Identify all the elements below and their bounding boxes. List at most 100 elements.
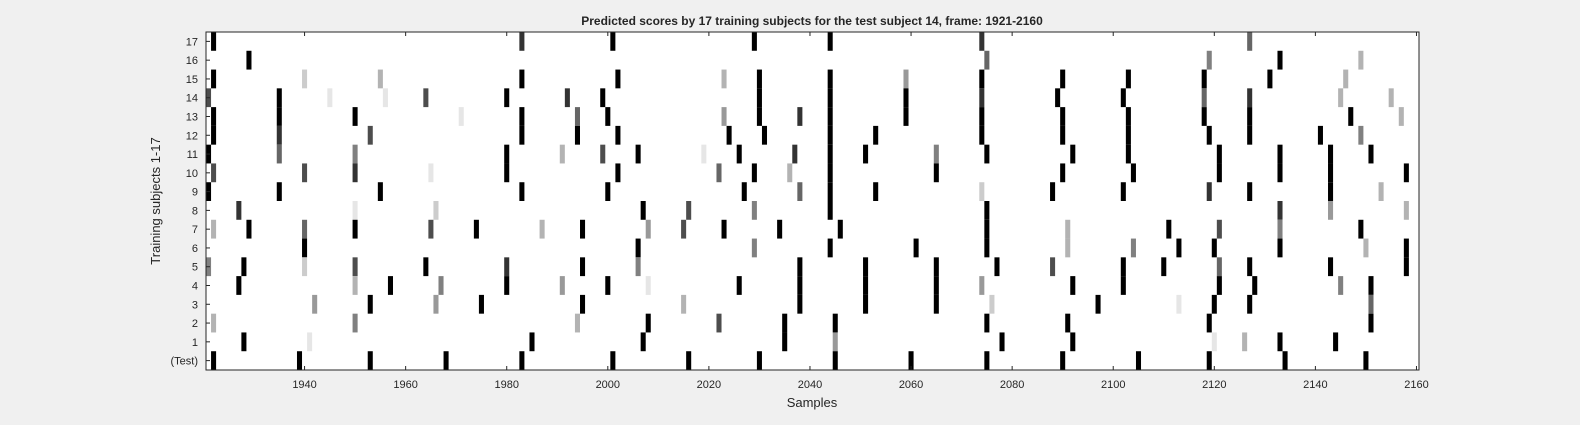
heatmap-cell: [827, 144, 833, 164]
heatmap-cell: [1130, 238, 1136, 258]
heatmap-cell: [827, 182, 833, 201]
heatmap-cell: [1125, 69, 1131, 89]
heatmap-cell: [1328, 182, 1334, 201]
heatmap-cell: [1065, 238, 1071, 258]
y-tick-label: 16: [186, 55, 198, 67]
heatmap-cell: [756, 351, 762, 370]
heatmap-cell: [1247, 125, 1253, 145]
heatmap-cell: [686, 201, 692, 220]
heatmap-cell: [1130, 163, 1136, 183]
heatmap-cell: [933, 294, 939, 314]
heatmap-cell: [539, 219, 545, 239]
heatmap-cell: [1242, 332, 1248, 352]
heatmap-cell: [1378, 182, 1384, 201]
heatmap-cell: [1125, 144, 1131, 164]
heatmap-cell: [367, 351, 373, 370]
heatmap-cell: [827, 238, 833, 258]
heatmap-cell: [1403, 201, 1409, 220]
heatmap-cell: [574, 107, 580, 126]
heatmap-cell: [1206, 182, 1212, 201]
heatmap-cell: [832, 313, 838, 333]
heatmap-cell: [681, 294, 687, 314]
heatmap-cell: [1211, 294, 1217, 314]
heatmap-cell: [276, 107, 282, 126]
heatmap-cell: [1176, 294, 1182, 314]
heatmap-cell: [721, 219, 727, 239]
heatmap-cell: [302, 238, 308, 258]
x-tick-label: 2160: [1404, 379, 1428, 391]
heatmap-cell: [1333, 332, 1339, 352]
heatmap-cell: [276, 88, 282, 108]
heatmap-cell: [352, 313, 358, 333]
heatmap-cell: [1282, 351, 1288, 370]
heatmap-cell: [296, 351, 303, 370]
heatmap-cell: [756, 69, 762, 89]
heatmap-cell: [979, 32, 985, 51]
heatmap-cell: [1247, 257, 1253, 277]
heatmap-cell: [913, 238, 919, 258]
heatmap-cell: [428, 219, 434, 239]
heatmap-cell: [423, 88, 429, 108]
heatmap-cell: [302, 69, 308, 89]
heatmap-cell: [1277, 238, 1283, 258]
heatmap-cells: [206, 32, 1409, 370]
heatmap-cell: [443, 351, 449, 370]
heatmap-cell: [1358, 125, 1364, 145]
heatmap-cell: [1216, 163, 1222, 183]
heatmap-cell: [751, 201, 757, 220]
heatmap-cell: [1060, 351, 1066, 370]
heatmap-cell: [782, 332, 788, 352]
heatmap-cell: [600, 144, 606, 164]
heatmap-cell: [276, 144, 282, 164]
heatmap-cell: [246, 219, 252, 239]
heatmap-cell: [352, 144, 358, 164]
heatmap-cell: [837, 219, 843, 239]
heatmap-cell: [352, 163, 358, 183]
heatmap-cell: [1070, 144, 1076, 164]
heatmap-cell: [1398, 107, 1404, 126]
y-tick-label: 4: [192, 281, 198, 293]
heatmap-cell: [1201, 107, 1207, 126]
heatmap-cell: [504, 88, 510, 108]
heatmap-cell: [984, 50, 990, 70]
heatmap-cell: [327, 88, 333, 108]
heatmap-cell: [1247, 88, 1253, 108]
heatmap-cell: [1277, 201, 1283, 220]
heatmap-cell: [211, 163, 217, 183]
heatmap-cell: [211, 69, 217, 89]
heatmap-cell: [519, 69, 525, 89]
heatmap-cell: [307, 332, 313, 352]
y-tick-label: 2: [192, 318, 198, 330]
heatmap-cell: [605, 107, 611, 126]
heatmap-cell: [1120, 276, 1126, 295]
heatmap-cell: [1328, 144, 1334, 164]
heatmap-cell: [1206, 351, 1212, 370]
x-tick-label: 1940: [292, 379, 316, 391]
heatmap-cell: [756, 107, 762, 126]
heatmap-cell: [1055, 88, 1061, 108]
heatmap-cell: [1216, 219, 1222, 239]
x-tick-label: 2120: [1202, 379, 1226, 391]
heatmap-cell: [726, 125, 732, 145]
heatmap-cell: [1050, 182, 1056, 201]
heatmap-cell: [458, 107, 464, 126]
heatmap-cell: [1216, 276, 1222, 295]
heatmap-cell: [1277, 163, 1283, 183]
heatmap-cell: [387, 276, 393, 295]
heatmap-cell: [1363, 238, 1369, 258]
heatmap-cell: [908, 351, 914, 370]
heatmap-cell: [1120, 88, 1126, 108]
heatmap-cell: [1328, 201, 1334, 220]
heatmap-cell: [605, 276, 611, 295]
heatmap-cell: [574, 125, 580, 145]
heatmap-cell: [984, 144, 990, 164]
heatmap-cell: [428, 163, 434, 183]
heatmap-cell: [1206, 125, 1212, 145]
heatmap-cell: [1120, 182, 1126, 201]
x-tick-label: 1960: [393, 379, 417, 391]
heatmap-cell: [979, 107, 985, 126]
heatmap-cell: [782, 313, 788, 333]
x-tick-label: 2020: [697, 379, 721, 391]
heatmap-cell: [312, 294, 318, 314]
heatmap-cell: [640, 332, 646, 352]
